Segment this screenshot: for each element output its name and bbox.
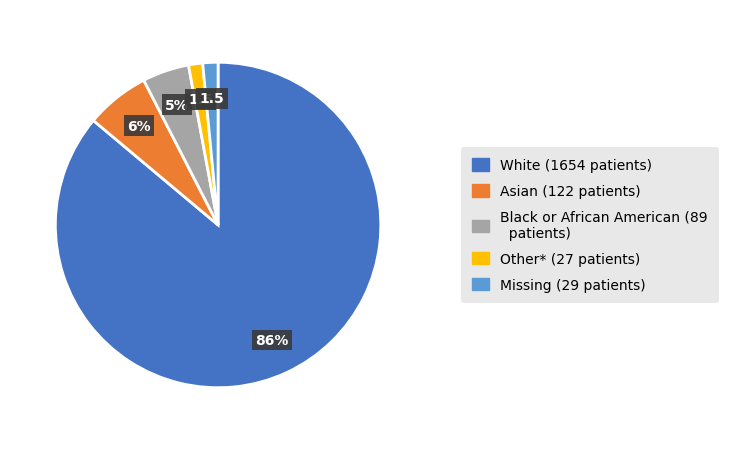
Wedge shape xyxy=(203,63,218,226)
Legend: White (1654 patients), Asian (122 patients), Black or African American (89
  pat: White (1654 patients), Asian (122 patien… xyxy=(461,148,719,303)
Wedge shape xyxy=(56,63,381,388)
Text: 86%: 86% xyxy=(255,333,289,347)
Text: 5%: 5% xyxy=(165,99,189,113)
Wedge shape xyxy=(189,64,218,226)
Text: 1.5: 1.5 xyxy=(200,92,224,106)
Text: 6%: 6% xyxy=(127,120,150,133)
Wedge shape xyxy=(93,81,218,226)
Text: 1.5: 1.5 xyxy=(188,93,213,107)
Wedge shape xyxy=(144,66,218,226)
